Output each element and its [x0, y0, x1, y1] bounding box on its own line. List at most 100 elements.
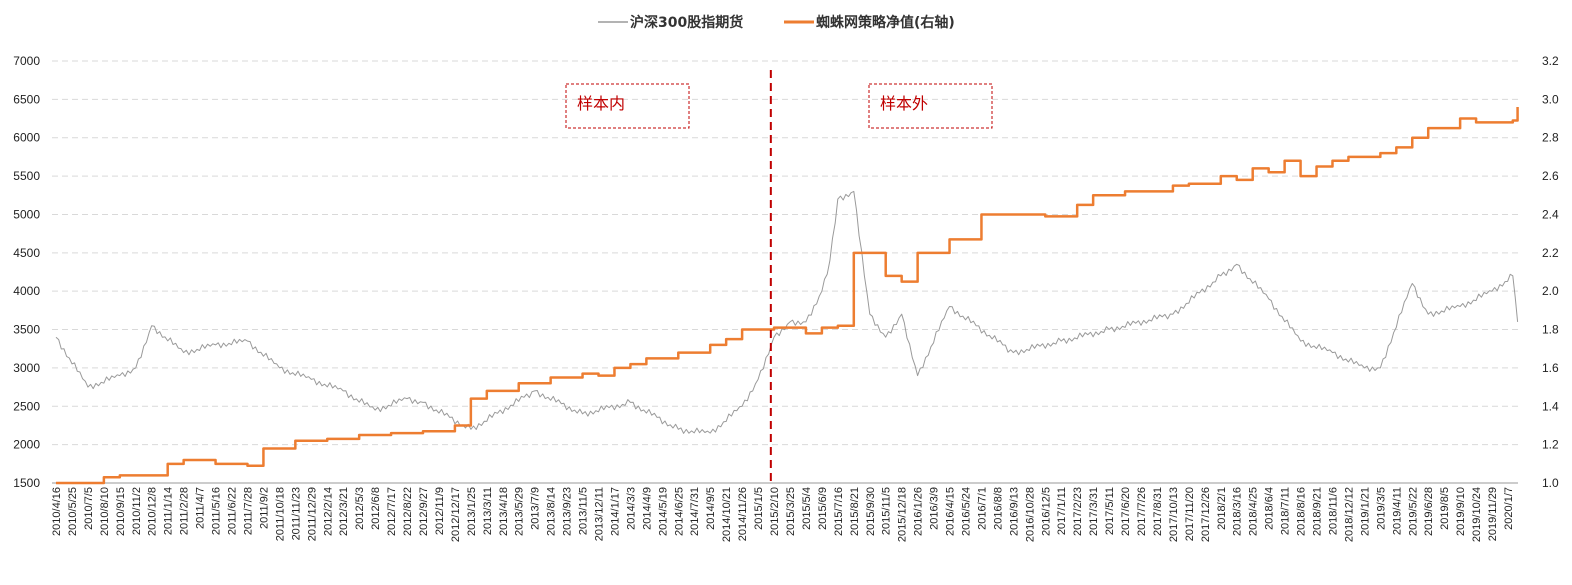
- x-tick-label: 2019/6/28: [1423, 487, 1435, 536]
- right-tick-label: 3.2: [1542, 54, 1559, 68]
- x-tick-label: 2015/1/5: [753, 487, 765, 530]
- x-tick-label: 2011/4/7: [195, 487, 207, 529]
- right-tick-label: 1.4: [1542, 399, 1559, 413]
- x-tick-label: 2020/1/7: [1503, 487, 1515, 530]
- x-tick-label: 2016/10/28: [1024, 487, 1036, 542]
- right-tick-label: 2.4: [1542, 207, 1559, 221]
- x-tick-label: 2014/6/25: [673, 487, 685, 536]
- x-tick-label: 2016/9/13: [1008, 487, 1020, 536]
- x-tick-label: 2018/8/16: [1296, 487, 1308, 536]
- left-y-axis: 1500 2000 2500 3000 3500 4000 4500 5000 5500 6000…: [13, 54, 40, 490]
- right-tick-label: 2.8: [1542, 131, 1559, 145]
- x-tick-label: 2012/2/14: [322, 487, 334, 536]
- left-tick-label: 4000: [13, 284, 40, 298]
- chart-legend: 沪深300股指期货 蜘蛛网策略净值(右轴): [598, 14, 955, 31]
- right-tick-label: 1.0: [1542, 476, 1559, 490]
- x-tick-label: 2013/3/11: [482, 487, 494, 535]
- right-tick-label: 2.0: [1542, 284, 1559, 298]
- x-tick-label: 2017/7/26: [1136, 487, 1148, 536]
- out-of-sample-label: 样本外: [880, 94, 928, 113]
- x-tick-label: 2016/3/9: [929, 487, 941, 530]
- x-tick-label: 2011/10/18: [274, 487, 286, 541]
- x-tick-label: 2013/7/9: [530, 487, 542, 530]
- left-tick-label: 4500: [13, 246, 40, 260]
- x-tick-label: 2010/11/2: [131, 487, 143, 535]
- left-tick-label: 6000: [13, 131, 40, 145]
- x-tick-label: 2018/9/21: [1312, 487, 1324, 536]
- in-sample-box: [565, 83, 690, 129]
- x-tick-label: 2015/3/25: [785, 487, 797, 536]
- x-tick-label: 2013/4/18: [498, 487, 510, 536]
- x-tick-label: 2014/4/9: [641, 487, 653, 530]
- x-tick-label: 2011/6/22: [227, 487, 239, 535]
- x-tick-label: 2017/12/26: [1200, 487, 1212, 542]
- x-tick-label: 2012/11/9: [434, 487, 446, 535]
- x-axis: 2010/4/16 2010/5/25 2010/7/5 2010/8/10 2010/…: [51, 482, 1518, 542]
- x-tick-label: 2014/7/31: [689, 487, 701, 536]
- x-tick-label: 2012/7/17: [386, 487, 398, 536]
- right-tick-label: 2.6: [1542, 169, 1559, 183]
- x-tick-label: 2019/9/10: [1455, 487, 1467, 536]
- x-tick-label: 2012/8/22: [402, 487, 414, 536]
- x-tick-label: 2013/5/29: [514, 487, 526, 536]
- x-tick-label: 2015/12/18: [897, 487, 909, 542]
- left-tick-label: 3000: [13, 361, 40, 375]
- right-tick-label: 1.8: [1542, 323, 1559, 337]
- spider-net-strategy-line: [56, 107, 1519, 485]
- annotations: 样本内 样本外: [565, 70, 993, 483]
- x-tick-label: 2013/12/11: [594, 487, 606, 541]
- x-tick-label: 2014/1/17: [609, 487, 621, 536]
- x-tick-label: 2015/5/4: [801, 487, 813, 530]
- series-group: [55, 107, 1519, 485]
- x-tick-label: 2015/9/30: [865, 487, 877, 536]
- left-tick-label: 7000: [13, 54, 40, 68]
- x-tick-label: 2017/1/11: [1056, 487, 1068, 535]
- x-tick-label: 2018/7/11: [1280, 487, 1292, 535]
- x-tick-label: 2015/8/21: [849, 487, 861, 536]
- x-tick-label: 2012/5/3: [354, 487, 366, 530]
- x-tick-label: 2017/5/11: [1104, 487, 1116, 535]
- x-tick-label: 2019/10/24: [1471, 487, 1483, 542]
- x-tick-label: 2019/3/5: [1375, 487, 1387, 530]
- x-tick-label: 2018/4/25: [1248, 487, 1260, 536]
- x-tick-label: 2017/8/31: [1152, 487, 1164, 536]
- left-tick-label: 3500: [13, 323, 40, 337]
- x-tick-label: 2017/6/20: [1120, 487, 1132, 536]
- right-tick-label: 1.6: [1542, 361, 1559, 375]
- x-tick-label: 2015/2/10: [769, 487, 781, 536]
- x-tick-label: 2016/12/5: [1040, 487, 1052, 536]
- x-tick-label: 2019/5/22: [1407, 487, 1419, 536]
- x-tick-label: 2014/10/21: [721, 487, 733, 542]
- x-tick-label: 2016/7/1: [976, 487, 988, 530]
- x-tick-label: 2010/12/8: [147, 487, 159, 536]
- in-sample-label: 样本内: [577, 94, 625, 113]
- right-y-axis: 1.0 1.2 1.4 1.6 1.8 2.0 2.2 2.4 2.6 2.8 3.0 3.2: [1542, 54, 1559, 490]
- x-tick-label: 2017/2/23: [1072, 487, 1084, 536]
- x-tick-label: 2017/3/31: [1088, 487, 1100, 536]
- x-tick-label: 2015/7/16: [833, 487, 845, 536]
- left-tick-label: 6500: [13, 92, 40, 106]
- x-tick-label: 2013/1/25: [466, 487, 478, 536]
- out-of-sample-box: [868, 83, 993, 129]
- x-tick-label: 2010/9/15: [115, 487, 127, 536]
- x-tick-label: 2010/7/5: [83, 487, 95, 530]
- x-tick-label: 2010/5/25: [67, 487, 79, 536]
- x-tick-label: 2016/4/15: [945, 487, 957, 536]
- x-tick-label: 2013/11/5: [578, 487, 590, 535]
- x-tick-label: 2011/2/28: [179, 487, 191, 535]
- left-tick-label: 1500: [13, 476, 40, 490]
- x-tick-label: 2010/8/10: [99, 487, 111, 536]
- left-tick-label: 5500: [13, 169, 40, 183]
- left-tick-label: 2500: [13, 399, 40, 413]
- left-tick-label: 5000: [13, 207, 40, 221]
- x-tick-label: 2011/12/29: [306, 487, 318, 541]
- x-tick-label: 2016/5/24: [960, 487, 972, 536]
- right-tick-label: 3.0: [1542, 92, 1559, 106]
- x-tick-label: 2011/9/2: [258, 487, 270, 529]
- left-tick-label: 2000: [13, 438, 40, 452]
- x-tick-label: 2014/3/3: [625, 487, 637, 530]
- x-tick-label: 2016/8/8: [992, 487, 1004, 530]
- legend-label-1: 沪深300股指期货: [630, 14, 743, 31]
- x-tick-label: 2011/1/14: [163, 487, 175, 535]
